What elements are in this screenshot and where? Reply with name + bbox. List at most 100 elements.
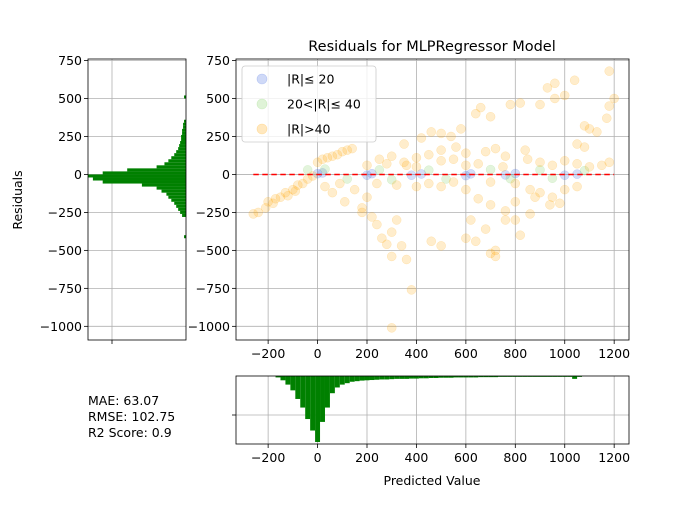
bottom-hist-bar-33	[438, 376, 444, 378]
left-hist-bar-31	[183, 122, 186, 126]
point-s2-120	[382, 159, 392, 169]
x-axis-label: Predicted Value	[384, 473, 481, 488]
bottom-hist-bar-51	[527, 376, 533, 377]
point-s2-122	[401, 160, 412, 171]
point-s2-87	[584, 124, 595, 134]
point-s2-96	[584, 162, 595, 172]
bottom-hist-bar-39	[468, 376, 474, 378]
left-hist-bar-10	[156, 186, 186, 190]
metrics-text: MAE: 63.07 RMSE: 102.75 R2 Score: 0.9	[88, 393, 175, 440]
bottom-hist-bar-30	[423, 376, 429, 379]
main-xtick-label-7: 1200	[598, 346, 630, 361]
left-hist-bar-0	[184, 235, 186, 239]
point-s2-31	[367, 212, 377, 222]
bottom-hist-bar-21	[379, 376, 385, 380]
point-s2-25	[335, 178, 345, 189]
point-s2-82	[604, 66, 614, 76]
point-s2-73	[485, 111, 496, 122]
bottom-hist-bar-49	[517, 376, 523, 377]
point-s2-0	[248, 209, 259, 219]
bottom-hist-bar-22	[384, 376, 390, 380]
left-hist-bar-5	[174, 201, 186, 205]
main-ytick-label-6: −750	[196, 281, 230, 296]
bottom-xtick-label-5: 800	[503, 450, 527, 465]
bottom-hist-bar-4	[295, 376, 301, 399]
point-s2-5	[280, 187, 291, 198]
bottom-hist-bar-59	[567, 376, 573, 377]
point-s2-1	[253, 207, 263, 218]
point-s2-35	[386, 227, 397, 237]
legend-marker-1	[256, 98, 268, 110]
point-s2-45	[411, 152, 422, 163]
point-s1-7	[485, 164, 496, 175]
bottom-hist-bar-56	[552, 376, 558, 377]
bottom-hist-bar-3	[290, 376, 296, 391]
bottom-hist-bar-28	[413, 376, 419, 379]
point-s2-78	[559, 90, 570, 101]
bottom-hist-bar-27	[409, 376, 414, 379]
left-hist-bar-28	[182, 131, 186, 135]
point-s2-23	[320, 181, 330, 192]
point-s2-63	[500, 206, 511, 216]
point-s2-60	[490, 245, 501, 256]
point-s2-22	[347, 143, 357, 154]
point-s2-100	[525, 184, 535, 195]
left-hist-bar-3	[178, 207, 186, 211]
bottom-xtick-label-7: 1200	[598, 450, 630, 465]
point-s1-4	[386, 175, 397, 185]
main-ytick-label-2: 250	[206, 129, 230, 144]
legend-box	[241, 65, 377, 143]
bottom-hist-bar-24	[394, 376, 400, 379]
point-s2-56	[473, 193, 483, 204]
main-x-ticks: −200 0 200 400 600 800 1000 1200	[251, 340, 630, 361]
left-hist-bar-22	[176, 150, 186, 154]
bottom-hist-bar-54	[542, 376, 548, 377]
point-s2-86	[579, 121, 590, 131]
point-s2-10	[307, 171, 318, 181]
left-hist-bar-32	[184, 119, 186, 123]
bottom-hist-bar-40	[473, 376, 479, 378]
point-s2-117	[498, 162, 508, 172]
left-hist-bar-6	[171, 198, 186, 202]
point-s2-15	[312, 157, 323, 168]
point-s2-118	[362, 160, 372, 171]
point-s2-79	[542, 83, 553, 93]
point-s2-30	[357, 207, 367, 218]
point-s2-127	[480, 146, 491, 157]
bottom-hist-bar-61	[577, 376, 583, 377]
left-hist-background	[88, 59, 186, 340]
point-s2-54	[399, 139, 409, 149]
point-s0-4	[406, 170, 417, 180]
left-hist-bar-23	[178, 147, 186, 151]
point-s0-6	[461, 170, 471, 181]
point-s2-61	[471, 236, 481, 247]
point-s2-76	[535, 99, 545, 110]
bottom-hist-bar-34	[443, 376, 449, 378]
point-s2-11	[263, 197, 273, 207]
bottom-hist-bar-32	[433, 376, 439, 379]
bottom-hist-bar-6	[305, 376, 311, 420]
point-s2-115	[473, 159, 483, 169]
bottom-hist-bars	[275, 376, 583, 442]
rmse-text: RMSE: 102.75	[88, 409, 175, 424]
point-s2-12	[270, 193, 281, 204]
predicted-histogram: −200 0 200 400 600 800 1000 1200 Predicted Valu…	[232, 375, 630, 488]
point-s2-81	[569, 75, 580, 86]
point-s2-80	[550, 78, 560, 89]
main-xtick-label-6: 1000	[549, 346, 581, 361]
left-hist-bar-11	[141, 183, 186, 187]
bottom-hist-bar-9	[320, 376, 325, 422]
point-s2-27	[349, 184, 360, 195]
bottom-hist-bar-17	[359, 376, 365, 381]
point-s2-114	[461, 160, 471, 171]
point-s2-123	[411, 181, 422, 192]
left-hist-bar-24	[179, 144, 186, 148]
point-s2-49	[416, 133, 427, 143]
point-s2-26	[340, 197, 350, 207]
bottom-hist-frame	[235, 375, 630, 445]
legend-label-2: |R|>40	[287, 122, 331, 137]
bottom-hist-bar-31	[428, 376, 434, 379]
bottom-hist-bar-60	[572, 376, 578, 379]
point-s2-17	[322, 152, 333, 163]
point-s2-2	[260, 203, 271, 213]
